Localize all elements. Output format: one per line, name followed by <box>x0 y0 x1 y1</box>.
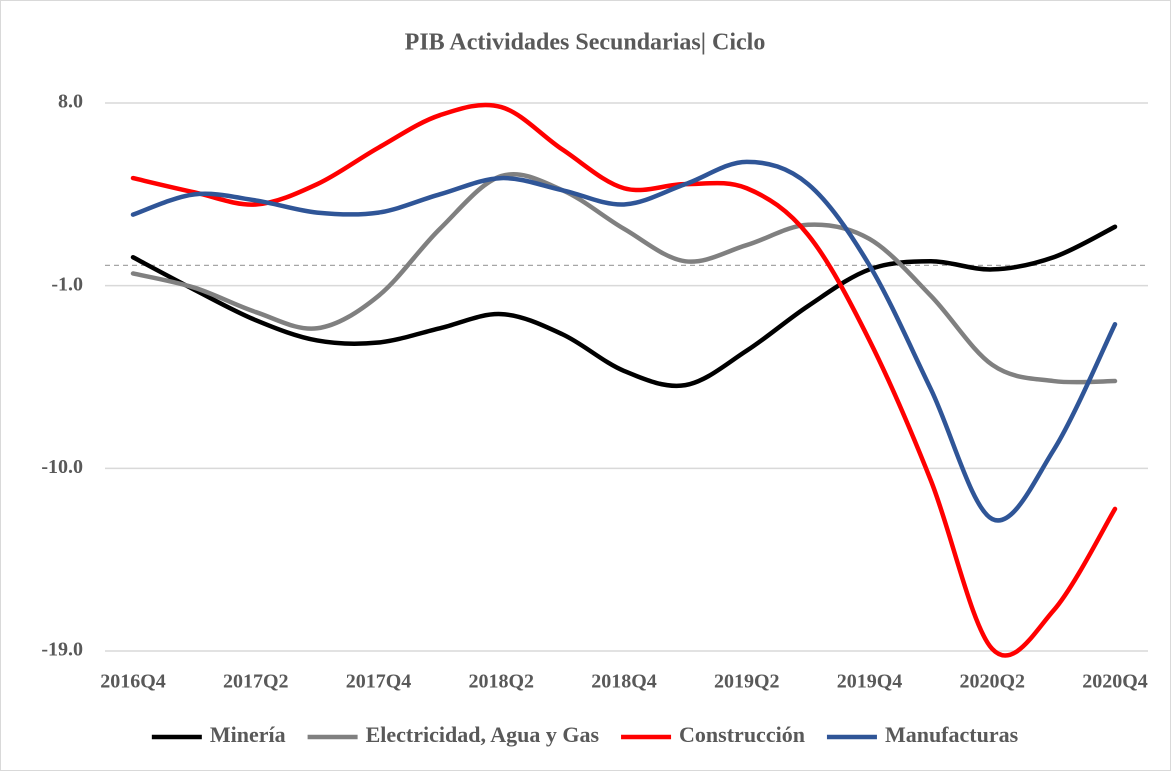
x-tick-label: 2018Q4 <box>591 671 657 693</box>
legend-label: Minería <box>210 722 286 747</box>
x-tick-label: 2018Q2 <box>468 671 534 693</box>
series-line <box>130 172 1118 385</box>
y-tick-label: -19.0 <box>41 639 83 661</box>
x-tick-label: 2019Q2 <box>714 671 780 693</box>
x-tick-label: 2016Q4 <box>100 671 166 693</box>
chart-title: PIB Actividades Secundarias| Ciclo <box>405 30 766 56</box>
x-tick-label: 2020Q2 <box>959 671 1025 693</box>
series-line <box>130 159 1118 523</box>
series-line <box>130 224 1118 389</box>
y-tick-label: -10.0 <box>41 456 83 478</box>
series-line <box>130 102 1118 658</box>
x-tick-label: 2017Q2 <box>223 671 289 693</box>
x-tick-label: 2019Q4 <box>837 671 903 693</box>
x-tick-label: 2020Q4 <box>1082 671 1148 693</box>
y-tick-label: 8.0 <box>58 91 83 113</box>
legend-label: Electricidad, Agua y Gas <box>366 722 600 747</box>
legend-label: Construcción <box>679 722 805 747</box>
legend-label: Manufacturas <box>885 722 1019 747</box>
y-tick-label: -1.0 <box>51 273 83 295</box>
x-tick-label: 2017Q4 <box>346 671 412 693</box>
